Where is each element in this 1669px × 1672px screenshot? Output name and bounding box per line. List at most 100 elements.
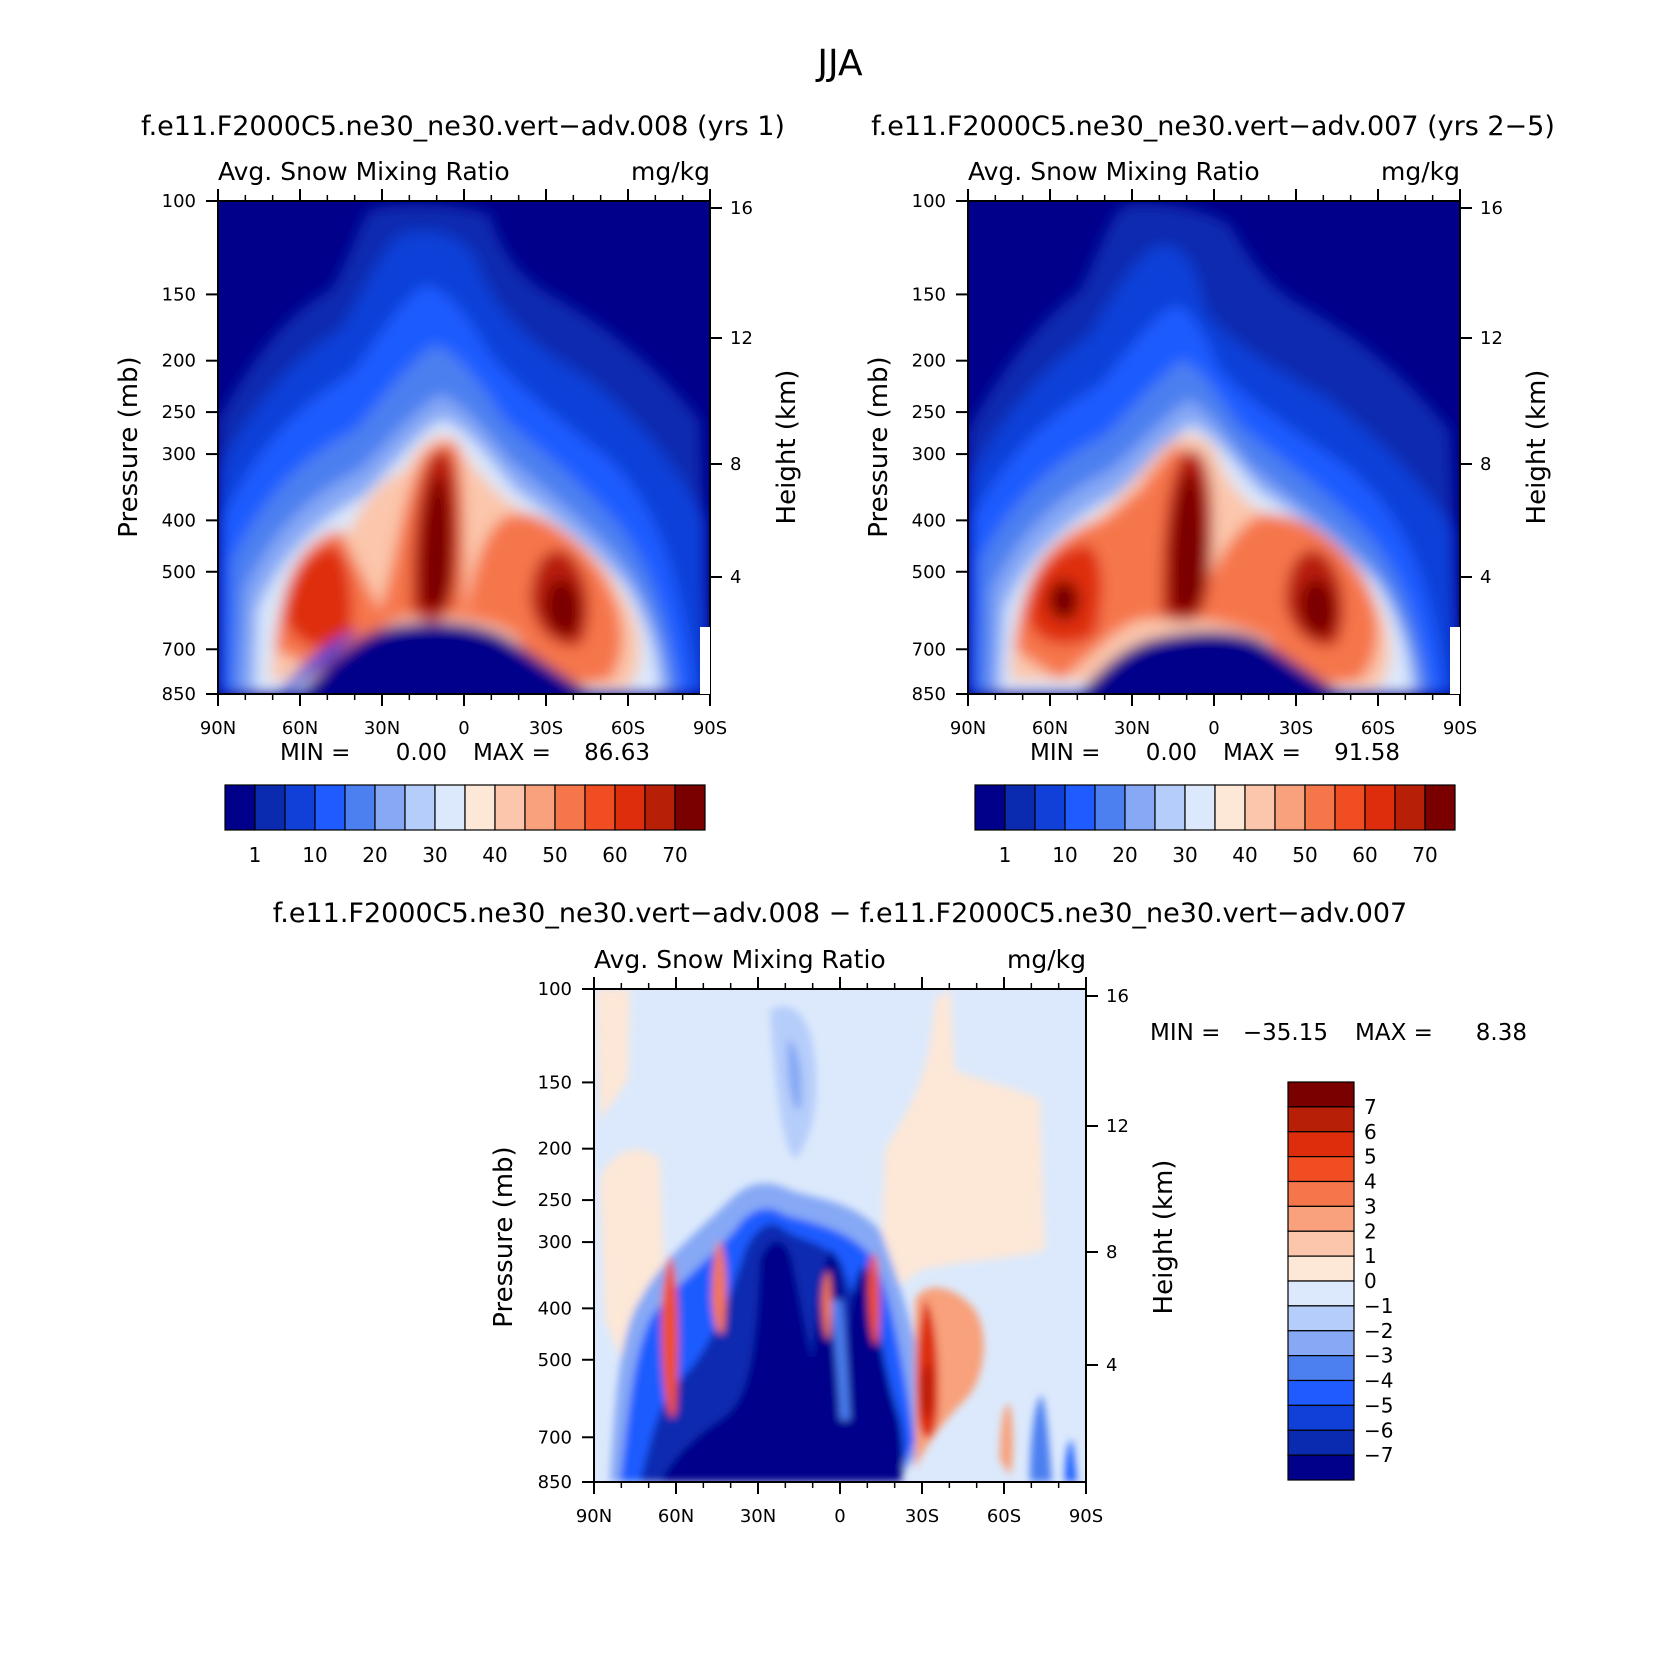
panel-2-y2-axis: 16 12 8 4 (1460, 198, 1503, 588)
panel-1-variable-label: Avg. Snow Mixing Ratio (218, 157, 510, 186)
y-tick-label: 200 (912, 351, 946, 372)
colorbar-swatch (584, 784, 616, 831)
colorbar-swatch (1287, 1355, 1355, 1382)
colorbar-label: 50 (542, 843, 567, 867)
colorbar-swatch (1004, 784, 1036, 831)
panel-3-max-value: 8.38 (1476, 1020, 1527, 1046)
y-tick-label: 150 (538, 1072, 572, 1093)
x-tick-label: 0 (458, 718, 469, 739)
colorbar-label: 30 (422, 843, 447, 867)
colorbar-swatch (284, 784, 316, 831)
panel-2-plot-area (968, 201, 1460, 694)
panel-3-positive-column-15s (868, 1253, 880, 1346)
panel-3-y2label: Height (km) (1149, 1160, 1179, 1315)
x-tick-label: 90S (1443, 718, 1477, 739)
colorbar-swatch (1364, 784, 1396, 831)
colorbar-swatch (1287, 1330, 1355, 1357)
y-tick-label: 500 (912, 562, 946, 583)
panel-2-x-axis: 90N 60N 30N 0 30S 60S 90S (950, 189, 1477, 739)
x-tick-label: 60S (611, 718, 645, 739)
y2-tick-label: 8 (1106, 1242, 1117, 1263)
panel-3-max-label: MAX = (1355, 1020, 1433, 1046)
colorbar-swatch (404, 784, 436, 831)
panel-3-ylabel: Pressure (mb) (489, 1146, 519, 1327)
x-tick-label: 90S (693, 718, 727, 739)
colorbar-swatch (1064, 784, 1096, 831)
x-tick-label: 30N (1114, 718, 1150, 739)
y2-tick-label: 16 (730, 198, 753, 219)
y-tick-label: 300 (912, 444, 946, 465)
colorbar-swatch (644, 784, 676, 831)
colorbar-swatch (1244, 784, 1276, 831)
panel-2-missing-data (1450, 627, 1460, 694)
colorbar-swatch (1287, 1131, 1355, 1158)
colorbar-label: 60 (602, 843, 627, 867)
colorbar-label: −2 (1364, 1319, 1393, 1343)
y-tick-label: 500 (538, 1350, 572, 1371)
colorbar-label: −1 (1364, 1294, 1393, 1318)
colorbar-label: −6 (1364, 1418, 1393, 1442)
panel-3-sh-positive-column (1000, 1404, 1013, 1475)
panel-2-max-label: MAX = (1223, 740, 1301, 766)
panel-1-x-axis: 90N 60N 30N 0 30S 60S 90S (200, 189, 727, 739)
panel-3-positive-column-45n (712, 1240, 727, 1334)
panel-1-sh-core (545, 578, 580, 636)
panel-2-contour-field (968, 203, 1460, 694)
y-tick-label: 300 (162, 444, 196, 465)
colorbar-swatch (1287, 1379, 1355, 1406)
colorbar-swatch (494, 784, 526, 831)
colorbar-swatch (1287, 1404, 1355, 1431)
y2-tick-label: 8 (730, 454, 741, 475)
y-tick-label: 250 (538, 1190, 572, 1211)
colorbar-label: 1 (1364, 1244, 1377, 1268)
y-tick-label: 150 (912, 284, 946, 305)
panel-3-min-value: −35.15 (1243, 1020, 1328, 1046)
colorbar-label: −7 (1364, 1443, 1393, 1467)
colorbar-label: 3 (1364, 1194, 1377, 1218)
colorbar-label: 20 (362, 843, 387, 867)
colorbar-swatch (1287, 1156, 1355, 1183)
colorbar-swatch (1304, 784, 1336, 831)
panel-3-y2-axis: 16 12 8 4 (1086, 986, 1129, 1376)
panel-3-negative-core (660, 1241, 904, 1482)
panel-3-min-label: MIN = (1150, 1020, 1220, 1046)
panel-1-colorbar: 1 10 20 30 40 50 60 70 (224, 784, 706, 867)
panel-1-surface-dry-region (300, 622, 590, 694)
y-tick-label: 500 (162, 562, 196, 583)
panel-3-units-label: mg/kg (1007, 945, 1086, 974)
panel-3-sh-far-negative (1065, 1440, 1077, 1482)
y-tick-label: 100 (162, 191, 196, 212)
panel-3-upper-negative-core (787, 1040, 802, 1111)
colorbar-label: 60 (1352, 843, 1377, 867)
colorbar-swatch (524, 784, 556, 831)
panel-1-y2-axis: 16 12 8 4 (710, 198, 753, 588)
panel-2-max-value: 91.58 (1334, 740, 1400, 766)
colorbar-label: 6 (1364, 1120, 1377, 1144)
x-tick-label: 60N (282, 718, 318, 739)
colorbar-swatch (974, 784, 1006, 831)
colorbar-swatch (1287, 1081, 1355, 1108)
panel-3-variable-label: Avg. Snow Mixing Ratio (594, 945, 886, 974)
x-tick-label: 90N (576, 1506, 612, 1527)
panel-3: f.e11.F2000C5.ne30_ne30.vert−adv.008 − f… (273, 898, 1527, 1527)
y2-tick-label: 4 (1480, 567, 1491, 588)
panel-2-ylabel: Pressure (mb) (864, 356, 894, 537)
colorbar-label: 30 (1172, 843, 1197, 867)
colorbar-swatch (1034, 784, 1066, 831)
panel-3-plot-area (594, 989, 1086, 1482)
y-tick-label: 250 (912, 402, 946, 423)
panel-1-surface-edge (280, 628, 360, 694)
y-tick-label: 700 (162, 639, 196, 660)
colorbar-swatch (1154, 784, 1186, 831)
panel-2-surface-dry-region (1080, 631, 1340, 694)
colorbar-swatch (344, 784, 376, 831)
colorbar-swatch (1394, 784, 1426, 831)
panel-3-upper-positive-nh (596, 989, 630, 1120)
colorbar-swatch (1274, 784, 1306, 831)
x-tick-label: 60S (1361, 718, 1395, 739)
colorbar-label: 70 (1412, 843, 1437, 867)
panel-2-colorbar: 1 10 20 30 40 50 60 70 (974, 784, 1456, 867)
x-tick-label: 30N (364, 718, 400, 739)
colorbar-swatch (554, 784, 586, 831)
